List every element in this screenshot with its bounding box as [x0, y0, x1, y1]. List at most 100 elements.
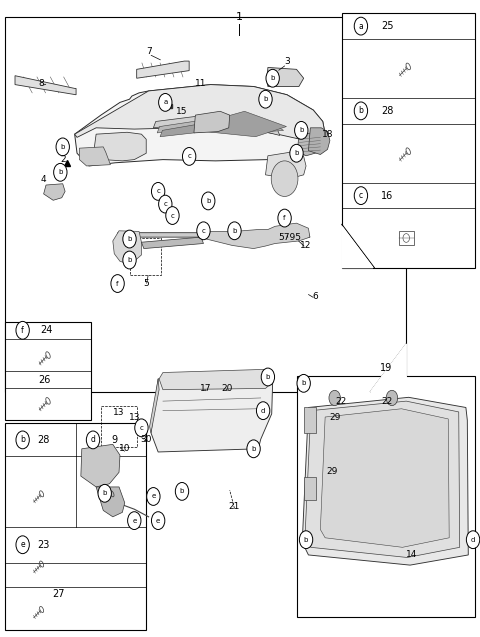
Circle shape — [54, 164, 67, 181]
Text: 21: 21 — [229, 501, 240, 510]
Circle shape — [152, 512, 165, 529]
Text: 7: 7 — [146, 47, 152, 56]
Text: 22: 22 — [335, 397, 347, 406]
Circle shape — [123, 251, 136, 269]
Polygon shape — [154, 115, 280, 136]
Text: c: c — [163, 201, 167, 207]
Polygon shape — [113, 231, 142, 264]
Circle shape — [111, 275, 124, 292]
Circle shape — [228, 222, 241, 240]
Text: 29: 29 — [329, 413, 340, 422]
FancyBboxPatch shape — [5, 17, 406, 392]
Circle shape — [202, 192, 215, 210]
Circle shape — [86, 431, 100, 449]
Text: a: a — [163, 99, 168, 105]
Circle shape — [329, 390, 340, 406]
Text: b: b — [127, 236, 132, 242]
Circle shape — [467, 531, 480, 548]
Text: b: b — [264, 96, 268, 102]
Text: f: f — [21, 326, 24, 335]
Polygon shape — [199, 223, 310, 248]
Polygon shape — [304, 408, 315, 433]
Text: 13: 13 — [113, 408, 124, 417]
Text: 28: 28 — [37, 435, 50, 445]
Text: 17: 17 — [200, 384, 212, 393]
Text: e: e — [132, 518, 136, 524]
Text: 27: 27 — [53, 589, 65, 599]
Text: 6: 6 — [313, 292, 318, 301]
Polygon shape — [320, 409, 449, 547]
Circle shape — [261, 368, 275, 386]
Polygon shape — [309, 128, 330, 155]
Circle shape — [123, 230, 136, 248]
Circle shape — [16, 536, 29, 554]
Text: b: b — [20, 436, 25, 445]
Polygon shape — [304, 477, 315, 499]
Circle shape — [297, 375, 311, 392]
Text: b: b — [60, 144, 65, 150]
Text: 5: 5 — [144, 279, 149, 288]
Text: d: d — [261, 408, 265, 413]
Circle shape — [175, 482, 189, 500]
Text: 26: 26 — [38, 375, 50, 385]
Text: 14: 14 — [406, 550, 418, 559]
Text: b: b — [270, 75, 275, 82]
Text: e: e — [156, 518, 160, 524]
Circle shape — [135, 419, 148, 437]
Text: b: b — [252, 446, 256, 452]
Text: 11: 11 — [195, 79, 207, 88]
Text: b: b — [299, 127, 303, 133]
Text: 20: 20 — [222, 384, 233, 393]
Circle shape — [197, 222, 210, 240]
Text: c: c — [156, 189, 160, 194]
Circle shape — [290, 145, 303, 162]
Text: 12: 12 — [300, 241, 312, 250]
Polygon shape — [371, 344, 406, 392]
Polygon shape — [302, 397, 468, 565]
Text: 22: 22 — [382, 397, 393, 406]
Text: 8: 8 — [38, 79, 44, 88]
Text: 3: 3 — [284, 57, 290, 66]
Polygon shape — [194, 111, 230, 133]
Text: 10: 10 — [119, 444, 131, 454]
Text: c: c — [202, 228, 205, 234]
Polygon shape — [160, 111, 287, 137]
Polygon shape — [44, 183, 65, 200]
Text: 24: 24 — [40, 326, 52, 335]
Circle shape — [300, 531, 313, 548]
Polygon shape — [265, 152, 306, 178]
Circle shape — [147, 487, 160, 505]
Circle shape — [266, 69, 279, 87]
Text: 18: 18 — [322, 130, 333, 139]
Circle shape — [271, 161, 298, 196]
Text: 15: 15 — [176, 108, 188, 117]
Text: b: b — [103, 490, 107, 496]
Text: 28: 28 — [381, 106, 393, 116]
Polygon shape — [118, 233, 310, 237]
Text: b: b — [294, 150, 299, 156]
Circle shape — [386, 390, 397, 406]
Polygon shape — [75, 85, 325, 166]
Polygon shape — [157, 115, 284, 133]
Polygon shape — [267, 68, 304, 87]
Text: b: b — [206, 198, 210, 204]
Text: 2: 2 — [60, 155, 66, 164]
Circle shape — [247, 440, 260, 458]
Polygon shape — [137, 61, 189, 78]
Text: 25: 25 — [381, 21, 394, 31]
Polygon shape — [298, 133, 323, 156]
Circle shape — [16, 322, 29, 339]
Polygon shape — [342, 226, 373, 268]
Text: 5795: 5795 — [278, 233, 301, 241]
Circle shape — [166, 206, 179, 224]
Text: b: b — [359, 106, 363, 115]
Text: b: b — [304, 537, 308, 543]
Circle shape — [295, 122, 308, 140]
Text: 4: 4 — [41, 175, 47, 185]
Polygon shape — [96, 487, 125, 517]
Text: f: f — [116, 280, 119, 287]
Circle shape — [354, 102, 368, 120]
Text: f: f — [283, 215, 286, 221]
Circle shape — [256, 402, 270, 420]
Text: 1: 1 — [236, 12, 243, 22]
